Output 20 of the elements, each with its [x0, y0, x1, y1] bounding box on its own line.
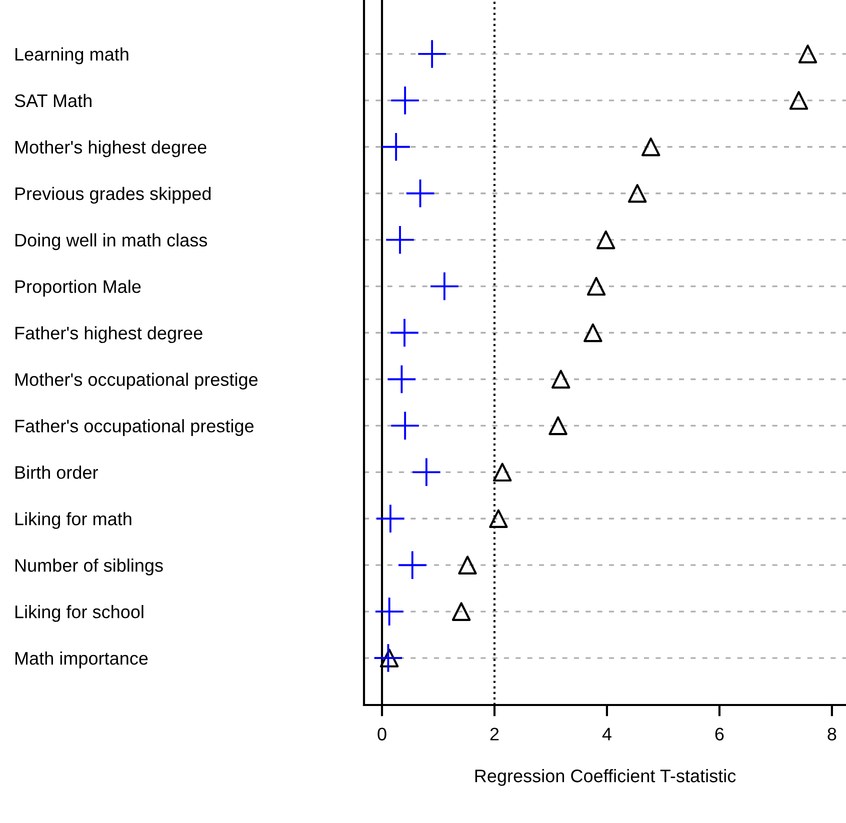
x-tick-label: 2: [490, 728, 499, 740]
x-tick-label: 4: [602, 728, 612, 740]
y-tick-label: Previous grades skipped: [15, 186, 211, 204]
x-tick-label: 6: [715, 728, 724, 740]
y-tick-label: SAT Math: [14, 94, 92, 108]
y-tick-label: Liking for school: [15, 605, 144, 622]
y-tick-label: Math importance: [15, 651, 148, 668]
y-tick-label: Father's occupational prestige: [15, 419, 254, 436]
x-tick-label: 0: [378, 728, 386, 740]
y-tick-label: Birth order: [15, 466, 98, 479]
y-tick-label: Number of siblings: [15, 558, 163, 576]
y-tick-label: Father's highest degree: [15, 326, 202, 344]
x-tick-label: 8: [828, 728, 836, 740]
y-tick-label: Mother's occupational prestige: [15, 372, 258, 390]
y-tick-label: Learning math: [15, 47, 128, 64]
x-axis-title: Regression Coefficient T-statistic: [475, 769, 736, 786]
y-tick-label: Doing well in math class: [15, 233, 208, 250]
y-tick-label: Proportion Male: [15, 280, 141, 297]
y-tick-label: Mother's highest degree: [15, 140, 206, 158]
y-tick-label: Liking for math: [15, 512, 132, 529]
